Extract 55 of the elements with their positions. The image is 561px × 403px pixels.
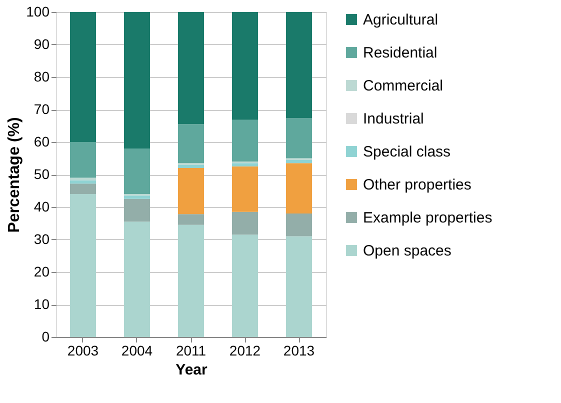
y-tick-label: 70 <box>34 101 50 117</box>
bar <box>286 236 312 337</box>
legend-label: Residential <box>363 44 438 62</box>
bar <box>178 124 204 164</box>
legend-label: Agricultural <box>363 12 438 28</box>
bar <box>286 214 312 236</box>
bar <box>232 120 258 162</box>
bar <box>70 178 96 180</box>
x-tick-label: 2003 <box>67 342 99 358</box>
y-tick-label: 60 <box>34 134 50 150</box>
bar <box>70 12 96 142</box>
legend-label: Industrial <box>363 110 424 128</box>
y-tick-label: 20 <box>34 264 50 280</box>
y-tick-label: 40 <box>34 198 50 214</box>
x-tick-label: 2011 <box>176 342 206 358</box>
y-tick-label: 10 <box>34 296 50 312</box>
bar <box>178 224 204 337</box>
bar <box>178 164 204 168</box>
bar <box>124 148 150 194</box>
x-tick-label: 2004 <box>121 342 153 358</box>
bar <box>232 212 258 235</box>
legend-label: Special class <box>363 144 451 160</box>
bar <box>286 12 312 118</box>
y-tick-label: 0 <box>42 328 50 344</box>
y-tick-label: 30 <box>34 231 50 247</box>
x-tick-label: 2012 <box>229 342 261 358</box>
bar <box>124 198 150 222</box>
x-axis-title: Year <box>176 362 208 378</box>
bar <box>178 12 204 124</box>
y-tick-label: 90 <box>34 36 50 52</box>
bar <box>232 166 258 212</box>
bar <box>70 194 96 337</box>
legend-label: Other properties <box>363 176 472 194</box>
y-tick-label: 100 <box>26 4 50 20</box>
bar <box>124 196 150 199</box>
bar <box>232 163 258 166</box>
legend-label: Commercial <box>363 78 444 94</box>
bar <box>232 12 258 120</box>
bar <box>232 234 258 337</box>
bar <box>286 118 312 158</box>
y-axis-title: Percentage (%) <box>6 117 24 233</box>
y-tick-label: 80 <box>34 68 50 84</box>
legend-label: Open spaces <box>363 242 452 260</box>
bar <box>286 160 312 164</box>
legend-label: Example properties <box>363 210 492 226</box>
bar <box>178 214 204 225</box>
bar <box>70 184 96 194</box>
bar <box>178 168 204 214</box>
y-tick-label: 50 <box>34 166 50 182</box>
bar <box>70 180 96 184</box>
bar <box>124 222 150 337</box>
bar <box>70 142 96 178</box>
bar <box>124 12 150 148</box>
x-tick-label: 2013 <box>283 342 315 358</box>
bar <box>286 163 312 214</box>
